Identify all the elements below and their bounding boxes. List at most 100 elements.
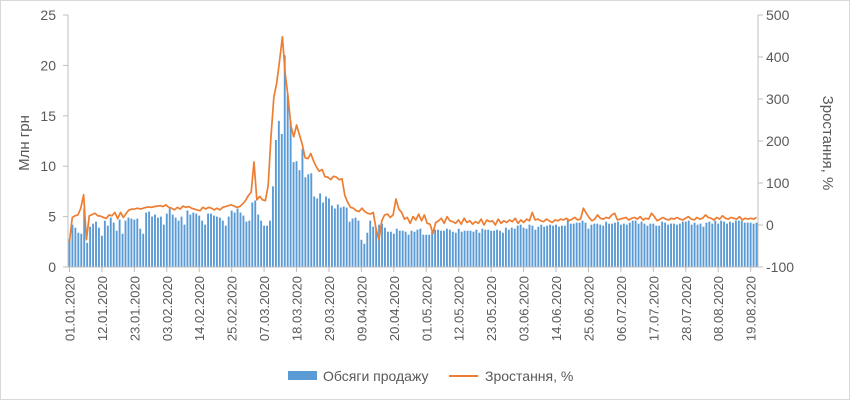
bar <box>263 225 266 267</box>
bar <box>348 221 351 267</box>
bar <box>319 193 322 267</box>
bar <box>448 229 451 267</box>
bar <box>572 223 575 267</box>
bar <box>298 170 301 267</box>
bar <box>192 212 195 267</box>
x-tick-label: 20.04.2020 <box>387 276 402 341</box>
bar <box>413 231 416 267</box>
bar <box>513 228 516 267</box>
bar <box>690 224 693 267</box>
bar <box>702 226 705 267</box>
bar <box>339 207 342 267</box>
bar <box>670 223 672 267</box>
bar <box>563 225 566 267</box>
bar <box>124 220 127 267</box>
bar <box>242 215 245 267</box>
bar <box>737 220 740 267</box>
bar <box>755 222 758 267</box>
bar <box>372 226 375 267</box>
right-tick-label: 0 <box>766 217 774 233</box>
bar <box>460 231 463 267</box>
right-axis-ticks: -100 0 100 200 300 400 500 <box>758 7 794 275</box>
bar <box>328 198 330 267</box>
left-tick-label: 20 <box>40 57 56 73</box>
bar <box>419 228 422 267</box>
bar <box>115 230 118 267</box>
bar <box>675 224 678 267</box>
bar <box>230 210 233 267</box>
bar <box>386 231 389 267</box>
bar <box>434 229 437 267</box>
x-tick-label: 03.06.2020 <box>517 276 532 341</box>
bar <box>392 233 395 267</box>
x-axis-ticks: 01.01.2020 12.01.2020 23.01.2020 03.02.2020… <box>62 267 759 341</box>
bar <box>625 224 628 267</box>
bar <box>602 225 605 267</box>
bar <box>366 232 369 267</box>
right-tick-label: 200 <box>766 133 790 149</box>
bar <box>705 222 708 267</box>
bar <box>251 202 254 267</box>
line-series-layer <box>68 35 758 242</box>
x-tick-label: 19.08.2020 <box>744 276 759 341</box>
bar <box>569 223 572 267</box>
bar <box>749 222 752 267</box>
bar <box>543 226 546 267</box>
bar <box>86 242 89 267</box>
bar <box>180 216 183 267</box>
bar <box>519 224 522 267</box>
bar <box>189 214 192 267</box>
bar <box>378 224 381 267</box>
bar <box>655 225 658 267</box>
bar <box>280 133 283 267</box>
bar <box>156 217 159 267</box>
bar <box>77 232 80 267</box>
bar <box>92 223 95 267</box>
bar <box>723 221 726 267</box>
bar <box>431 231 434 267</box>
bar <box>159 216 162 267</box>
bar <box>637 223 640 267</box>
bar <box>493 230 496 267</box>
bar <box>752 223 755 267</box>
bar <box>121 233 124 267</box>
bar <box>708 221 711 267</box>
bar <box>286 94 289 267</box>
bar <box>218 217 221 267</box>
bar <box>445 228 448 267</box>
bar <box>575 222 578 267</box>
bar <box>118 219 121 267</box>
bar <box>322 202 325 267</box>
bar <box>560 225 563 267</box>
bar <box>215 216 218 267</box>
right-tick-label: 400 <box>766 49 790 65</box>
bar <box>684 221 687 267</box>
left-axis-title: Млн грн <box>16 115 33 171</box>
bar <box>133 219 136 267</box>
bar <box>734 220 737 267</box>
bar <box>667 224 670 267</box>
bar <box>731 222 734 267</box>
x-tick-label: 09.04.2020 <box>354 276 369 341</box>
bar <box>71 224 74 267</box>
bar <box>720 220 723 267</box>
bar <box>307 174 310 267</box>
bar <box>351 218 354 267</box>
right-tick-label: 100 <box>766 175 790 191</box>
bar <box>274 139 277 267</box>
right-axis-title: Зростання, % <box>819 96 836 191</box>
left-axis-ticks: 0 5 10 15 20 25 <box>40 7 68 275</box>
bar <box>681 221 684 267</box>
bar <box>516 225 519 267</box>
bar <box>136 218 139 267</box>
bar <box>313 196 316 267</box>
bar <box>360 239 363 267</box>
bar <box>658 225 661 267</box>
bar <box>83 208 86 267</box>
bar <box>363 243 366 267</box>
bar <box>80 233 83 267</box>
bar <box>490 230 493 267</box>
bar <box>643 223 646 267</box>
bar <box>221 220 224 267</box>
bar <box>74 227 77 267</box>
